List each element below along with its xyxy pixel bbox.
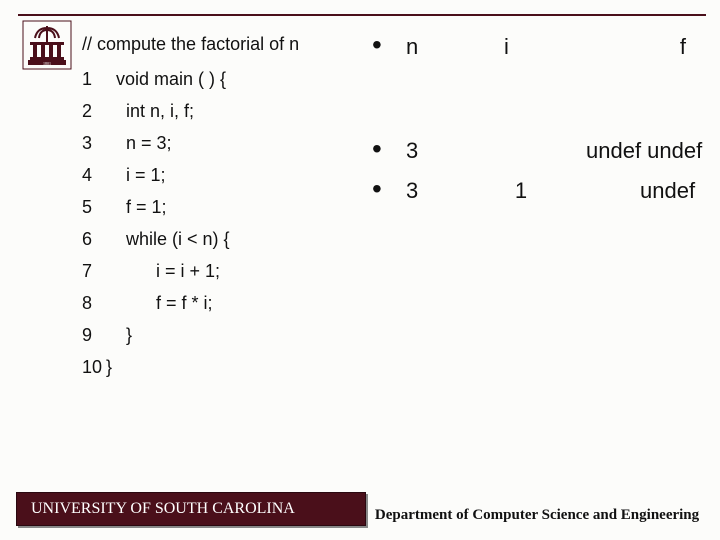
code-line: 1 void main ( ) { [82,63,362,95]
footer: UNIVERSITY OF SOUTH CAROLINA Department … [16,492,708,526]
trace-cell-i: 1 [476,178,566,204]
code-line: 9 } [82,319,362,351]
code-line: 5 f = 1; [82,191,362,223]
trace-row: • 3 1 undef [372,178,706,218]
trace-row: • 3 undef undef [372,138,706,178]
code-line: 3 n = 3; [82,127,362,159]
footer-department: Department of Computer Science and Engin… [366,492,708,526]
code-line: 7 i = i + 1; [82,255,362,287]
code-column: // compute the factorial of n 1 void mai… [82,34,362,383]
slide-content: // compute the factorial of n 1 void mai… [82,34,706,480]
code-line: 2 int n, i, f; [82,95,362,127]
trace-header-n: n [406,34,476,60]
bullet-icon: • [372,138,406,160]
top-rule [18,14,706,16]
trace-column: • n i f • 3 undef undef • 3 1 undef [372,34,706,218]
code-line: 4 i = 1; [82,159,362,191]
code-title: // compute the factorial of n [82,34,362,55]
trace-cell-f: undef [566,178,706,204]
code-line: 8 f = f * i; [82,287,362,319]
bullet-icon: • [372,34,406,56]
trace-header-i: i [476,34,566,60]
footer-university: UNIVERSITY OF SOUTH CAROLINA [16,492,366,526]
code-line: 6 while (i < n) { [82,223,362,255]
trace-header: • n i f [372,34,706,70]
svg-text:1801: 1801 [43,61,51,66]
bullet-icon: • [372,178,406,200]
trace-cell-n: 3 [406,178,476,204]
code-line: 10} [82,351,362,383]
trace-cell-f: undef undef [566,138,706,164]
trace-header-f: f [566,34,706,60]
usc-logo: 1801 [22,20,72,70]
trace-cell-n: 3 [406,138,476,164]
